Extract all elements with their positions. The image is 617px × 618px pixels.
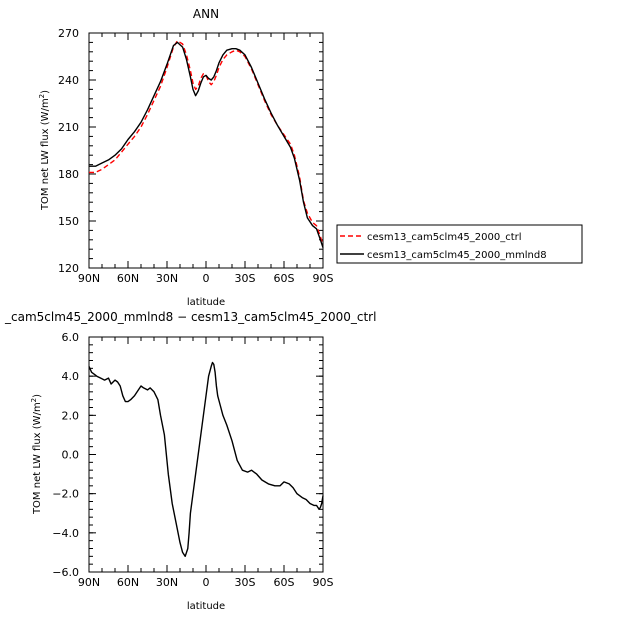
bottom-panel: _cam5clm45_2000_mmlnd8 − cesm13_cam5clm4…	[4, 310, 376, 612]
top-ytick-label: 150	[58, 215, 79, 228]
top-xtick-label: 60S	[274, 272, 295, 285]
bottom-series-line-0	[88, 361, 324, 557]
bottom-ytick-label: 0.0	[62, 449, 80, 462]
bottom-panel-title: _cam5clm45_2000_mmlnd8 − cesm13_cam5clm4…	[4, 310, 376, 324]
top-xtick-label: 30S	[235, 272, 256, 285]
bottom-plot-frame	[88, 336, 324, 573]
top-ytick-label: 210	[58, 121, 79, 134]
top-ytick-label: 180	[58, 168, 79, 181]
bottom-x-axis-label: latitude	[187, 601, 225, 612]
bottom-xtick-label: 30N	[156, 576, 178, 589]
bottom-ytick-label: 4.0	[62, 370, 80, 383]
bottom-y-axis-label: TOM net LW flux (W/m2)	[30, 394, 43, 515]
bottom-xtick-label: 60S	[274, 576, 295, 589]
top-xtick-label: 90N	[78, 272, 100, 285]
legend-label-ctrl: cesm13_cam5clm45_2000_ctrl	[367, 232, 522, 243]
bottom-ytick-label: −4.0	[52, 527, 79, 540]
top-ytick-label: 270	[58, 27, 79, 40]
legend-frame	[336, 224, 583, 264]
top-series-line-1	[89, 41, 324, 248]
bottom-xtick-label: 0	[203, 576, 210, 589]
top-ticks: 90N 60N 30N 0 30S 60S 90S 120 150 180 210 240 270	[58, 27, 334, 285]
top-xtick-label: 90S	[313, 272, 334, 285]
top-series-line-0	[89, 40, 324, 245]
bottom-ticks: 90N 60N 30N 0 30S 60S 90S −6.0 −4.0 −2.0 0.0 2.0 4.0…	[52, 331, 333, 589]
bottom-ytick-label: 6.0	[62, 331, 80, 344]
top-plot-frame	[88, 32, 324, 269]
bottom-ytick-label: −6.0	[52, 566, 79, 579]
top-panel-title: ANN	[193, 7, 219, 21]
bottom-xtick-label: 60N	[117, 576, 139, 589]
legend: cesm13_cam5clm45_2000_ctrl cesm13_cam5cl…	[336, 224, 583, 264]
top-ytick-label: 120	[58, 262, 79, 275]
bottom-ytick-label: 2.0	[62, 409, 80, 422]
bottom-xtick-label: 30S	[235, 576, 256, 589]
bottom-xtick-label: 90N	[78, 576, 100, 589]
top-x-axis-label: latitude	[187, 297, 225, 308]
top-xtick-label: 30N	[156, 272, 178, 285]
top-ytick-label: 240	[58, 74, 79, 87]
top-panel: ANN latitude TOM net LW flux (W/m2) 90N 6…	[38, 7, 334, 308]
bottom-series	[88, 361, 324, 557]
bottom-xtick-label: 90S	[313, 576, 334, 589]
legend-label-mmlnd8: cesm13_cam5clm45_2000_mmlnd8	[367, 250, 547, 261]
top-xtick-label: 0	[203, 272, 210, 285]
top-series	[89, 40, 324, 248]
bottom-ytick-label: −2.0	[52, 488, 79, 501]
top-xtick-label: 60N	[117, 272, 139, 285]
top-y-axis-label: TOM net LW flux (W/m2)	[38, 90, 51, 211]
